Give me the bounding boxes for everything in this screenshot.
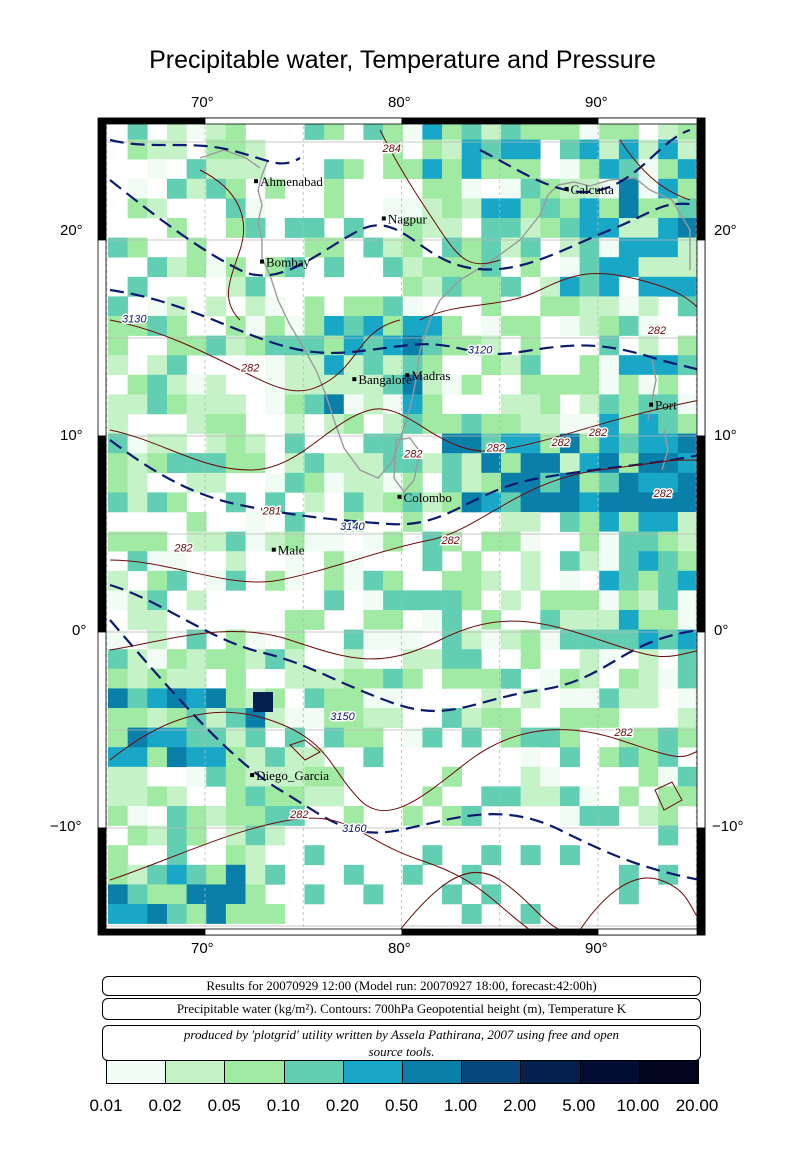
city-label: Colombo: [404, 490, 452, 505]
city-marker: [254, 179, 259, 184]
city-port: Port: [649, 398, 677, 413]
variables-info-box: Precipitable water (kg/m²). Contours: 70…: [102, 998, 701, 1020]
lat-label-right-minus10: −10°: [712, 818, 744, 835]
temperature-contour-label: 282: [647, 325, 666, 337]
city-marker: [259, 259, 264, 264]
chart-title: Precipitable water, Temperature and Pres…: [149, 46, 656, 74]
legend-swatch-9: [639, 1061, 699, 1083]
legend-tick-label: 1.00: [444, 1096, 478, 1115]
city-marker: [352, 377, 357, 382]
temperature-contour-label: 282: [403, 449, 422, 461]
map-border-scale: [97, 117, 706, 936]
lon-label-top-70: 70°: [191, 94, 214, 111]
legend-tick-label: 0.20: [325, 1096, 359, 1115]
temperature-contour-label: 282: [173, 543, 192, 555]
city-male: Male: [271, 543, 305, 558]
lat-label-right-0: 0°: [714, 622, 729, 639]
credits-info-box: produced by 'plotgrid' utility written b…: [102, 1025, 701, 1061]
legend-swatch-6: [462, 1061, 522, 1083]
city-label: Port: [655, 398, 677, 413]
temperature-contour-label: 282: [653, 488, 672, 500]
city-bangalore: Bangalore: [352, 372, 412, 387]
contour-value-labels: 3130 3120 3140 3150 3160 282 282 282 282 282 282 28…: [121, 141, 674, 836]
city-calcutta: Calcutta: [564, 182, 615, 197]
temperature-contour-label: 284: [381, 143, 400, 155]
city-label: Male: [278, 543, 305, 558]
city-marker: [250, 773, 255, 778]
height-contour-label: 3150: [330, 711, 355, 723]
variables-info-text: Precipitable water (kg/m²). Contours: 70…: [176, 1001, 627, 1016]
legend-swatch-2: [225, 1061, 285, 1083]
city-label: Madras: [411, 368, 450, 383]
legend-tick-label: 0.01: [89, 1096, 123, 1115]
city-label: Nagpur: [388, 211, 428, 226]
graticule: [102, 120, 703, 933]
legend-tick-label: 0.10: [266, 1096, 300, 1115]
city-diego-garcia: Diego_Garcia: [250, 768, 329, 783]
city-ahmenabad: Ahmenabad: [254, 174, 323, 189]
city-marker: [381, 216, 386, 221]
lon-label-bottom-90: 90°: [585, 940, 608, 957]
height-contours: [109, 128, 701, 882]
credits-line-2: source tools.: [368, 1044, 435, 1059]
legend-swatch-7: [521, 1061, 581, 1083]
city-label: Bangalore: [358, 372, 412, 387]
temperature-contours: [109, 129, 701, 931]
legend-tick-label: 0.50: [384, 1096, 419, 1115]
city-colombo: Colombo: [397, 490, 452, 505]
height-contour-label: 3160: [342, 823, 367, 835]
city-marker: [564, 187, 569, 192]
lon-label-bottom-70: 70°: [191, 940, 214, 957]
height-contour-label: 3130: [122, 313, 147, 325]
temperature-contour-label: 281: [262, 505, 281, 517]
results-info-box: Results for 20070929 12:00 (Model run: 2…: [102, 976, 701, 996]
legend-swatch-4: [343, 1061, 404, 1083]
lat-label-right-10: 10°: [714, 427, 737, 444]
city-nagpur: Nagpur: [381, 211, 428, 226]
credits-line-1: produced by 'plotgrid' utility written b…: [183, 1027, 620, 1042]
legend-tick-label: 0.02: [148, 1096, 182, 1115]
lat-label-right-20: 20°: [714, 222, 737, 239]
color-legend: [106, 1060, 699, 1084]
temperature-contour-label: 282: [440, 535, 459, 547]
lat-label-left-0: 0°: [72, 622, 87, 639]
legend-swatch-0: [107, 1061, 167, 1083]
city-label: Bombay: [266, 255, 311, 270]
lon-label-bottom-80: 80°: [388, 940, 411, 957]
legend-tick-label: 5.00: [562, 1096, 596, 1115]
city-marker: [405, 373, 410, 378]
city-label: Calcutta: [571, 182, 615, 197]
legend-tick-label: 0.05: [207, 1096, 241, 1115]
temperature-contour-label: 282: [550, 437, 569, 449]
temperature-contour-label: 282: [588, 427, 607, 439]
city-marker: [397, 494, 402, 499]
lon-label-top-90: 90°: [585, 94, 608, 111]
lon-label-top-80: 80°: [388, 94, 411, 111]
temperature-contour-label: 282: [613, 727, 632, 739]
temperature-contour-label: 282: [289, 809, 308, 821]
precipitable-water-field: [108, 120, 698, 924]
height-contour-label: 3140: [340, 521, 365, 533]
legend-tick-label: 2.00: [503, 1096, 537, 1115]
city-marker: [271, 547, 276, 552]
city-bombay: Bombay: [259, 255, 311, 270]
city-label: Ahmenabad: [260, 174, 323, 189]
city-label: Diego_Garcia: [256, 768, 329, 783]
lat-label-left-20: 20°: [60, 222, 83, 239]
legend-swatch-8: [580, 1061, 640, 1083]
legend-swatch-3: [284, 1061, 344, 1083]
legend-tick-label: 20.00: [675, 1096, 719, 1115]
legend-swatch-1: [166, 1061, 226, 1083]
lat-label-left-10: 10°: [60, 427, 83, 444]
legend-swatch-5: [403, 1061, 463, 1083]
lat-label-left-minus10: −10°: [50, 818, 82, 835]
legend-tick-label: 10.00: [616, 1096, 660, 1115]
temperature-contour-label: 282: [486, 443, 505, 455]
temperature-contour-label: 282: [240, 362, 259, 374]
city-madras: Madras: [405, 368, 450, 383]
height-contour-label: 3120: [468, 345, 493, 357]
city-marker: [649, 402, 654, 407]
